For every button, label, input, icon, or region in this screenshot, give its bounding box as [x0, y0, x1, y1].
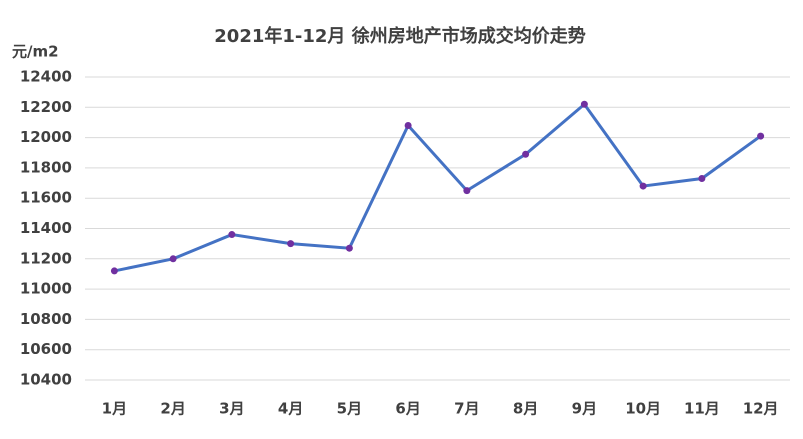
y-tick-label: 11800: [20, 158, 72, 176]
y-tick-label: 12000: [20, 128, 72, 146]
marker: [639, 182, 647, 190]
marker: [169, 255, 177, 263]
marker: [287, 240, 295, 248]
marker: [110, 267, 118, 275]
x-tick-label: 5月: [337, 400, 362, 418]
y-tick-label: 12400: [20, 68, 72, 86]
y-tick-label: 11600: [20, 189, 72, 207]
x-tick-label: 1月: [102, 400, 127, 418]
y-tick-label: 10800: [20, 310, 72, 328]
y-axis-label: 元/m2: [12, 43, 59, 61]
x-tick-label: 10月: [625, 400, 661, 418]
marker: [757, 132, 765, 140]
marker: [404, 121, 412, 129]
marker: [522, 150, 530, 158]
line: [114, 102, 762, 273]
x-tick-label: 4月: [278, 400, 303, 418]
y-tick-label: 11200: [20, 249, 72, 267]
marker: [698, 175, 706, 183]
marker: [463, 187, 471, 195]
y-tick-label: 11000: [20, 280, 72, 298]
marker: [580, 100, 588, 108]
marker: [228, 231, 236, 239]
y-tick-label: 10400: [20, 371, 72, 389]
x-tick-label: 7月: [454, 400, 479, 418]
x-tick-label: 11月: [684, 400, 720, 418]
x-tick-label: 9月: [572, 400, 597, 418]
x-tick-label: 3月: [219, 400, 244, 418]
x-tick-label: 2月: [160, 400, 185, 418]
x-tick-label: 8月: [513, 400, 538, 418]
marker: [345, 244, 353, 252]
x-tick-label: 12月: [743, 400, 779, 418]
y-tick-label: 12200: [20, 98, 72, 116]
chart-title: 2021年1-12月 徐州房地产市场成交均价走势: [214, 25, 585, 47]
x-tick-label: 6月: [395, 400, 420, 418]
y-tick-label: 10600: [20, 340, 72, 358]
y-tick-label: 11400: [20, 219, 72, 237]
